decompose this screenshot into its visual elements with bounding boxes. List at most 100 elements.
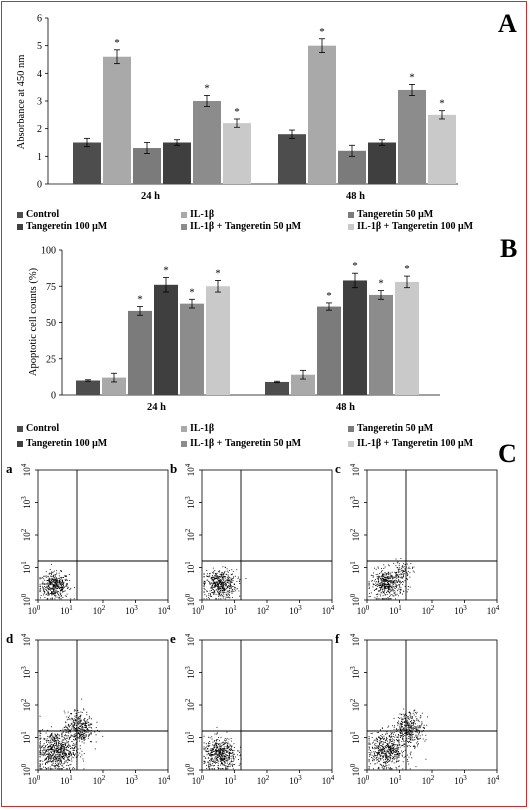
event-point — [220, 575, 222, 577]
event-point — [47, 584, 49, 586]
event-point — [217, 756, 219, 758]
event-point — [57, 591, 59, 593]
event-point — [219, 591, 220, 593]
event-point — [390, 572, 392, 574]
event-point — [59, 747, 61, 749]
event-point — [399, 569, 401, 570]
event-point — [221, 577, 223, 579]
event-point — [229, 580, 231, 582]
event-point — [39, 755, 41, 757]
event-point — [395, 584, 397, 586]
event-point — [371, 575, 373, 577]
event-point — [47, 594, 49, 596]
event-point — [90, 741, 92, 743]
event-point — [95, 741, 97, 743]
event-point — [417, 725, 419, 727]
event-point — [221, 594, 223, 596]
event-point — [393, 758, 395, 760]
event-point — [409, 734, 411, 736]
legend-label: IL-1β + Tangeretin 50 μM — [190, 438, 302, 449]
x-tick-label: 102 — [257, 774, 270, 786]
event-point — [60, 583, 62, 585]
event-point — [69, 760, 71, 762]
y-tick-label: 0 — [37, 180, 42, 191]
event-point — [51, 749, 53, 751]
event-point — [383, 748, 385, 750]
event-point — [219, 576, 221, 578]
event-point — [53, 758, 55, 760]
event-point — [229, 749, 231, 751]
event-point — [54, 739, 56, 741]
event-point — [74, 739, 76, 741]
event-point — [404, 720, 406, 722]
event-point — [94, 748, 96, 750]
event-point — [375, 742, 377, 744]
event-point — [230, 748, 232, 750]
event-point — [385, 580, 387, 582]
event-point — [216, 575, 218, 577]
event-point — [79, 725, 81, 727]
event-point — [212, 575, 214, 577]
event-point — [394, 576, 396, 578]
event-point — [56, 764, 58, 766]
event-point — [212, 577, 214, 578]
event-point — [229, 763, 231, 765]
event-point — [381, 737, 383, 739]
event-point — [83, 733, 85, 734]
event-point — [398, 741, 400, 743]
event-point — [396, 747, 398, 749]
event-point — [396, 750, 398, 752]
y-tick-label: 2 — [37, 124, 42, 135]
event-point — [374, 579, 376, 580]
event-point — [72, 768, 74, 770]
event-point — [388, 578, 390, 580]
event-point — [383, 578, 384, 580]
event-point — [385, 588, 387, 590]
event-point — [207, 753, 209, 755]
event-point — [380, 739, 381, 741]
event-point — [224, 768, 226, 770]
event-point — [71, 723, 73, 725]
event-point — [70, 755, 72, 757]
event-point — [395, 575, 397, 576]
event-point — [46, 753, 48, 755]
event-point — [224, 570, 226, 572]
event-point — [218, 758, 220, 760]
event-point — [63, 727, 65, 728]
event-point — [393, 749, 395, 750]
event-point — [398, 572, 400, 573]
event-point — [404, 571, 405, 573]
event-point — [57, 749, 59, 751]
event-point — [223, 576, 225, 578]
event-point — [211, 755, 213, 757]
event-point — [391, 575, 393, 577]
event-point — [62, 756, 63, 758]
event-point — [212, 579, 214, 581]
event-point — [214, 572, 216, 574]
event-point — [209, 737, 211, 739]
event-point — [86, 731, 88, 733]
event-point — [409, 734, 411, 735]
event-point — [408, 732, 409, 734]
x-tick-label: 102 — [93, 774, 106, 786]
event-point — [382, 598, 384, 600]
event-point — [383, 759, 385, 761]
event-point — [216, 751, 218, 753]
event-point — [64, 748, 66, 750]
event-point — [217, 760, 219, 762]
event-point — [390, 590, 392, 592]
event-point — [51, 571, 52, 573]
event-point — [224, 752, 226, 754]
event-point — [402, 768, 404, 770]
event-point — [210, 753, 212, 755]
event-point — [49, 766, 51, 768]
y-tick-label: 101 — [20, 561, 32, 574]
event-point — [65, 749, 67, 751]
event-point — [416, 711, 418, 713]
event-point — [221, 584, 223, 586]
event-point — [403, 714, 405, 716]
event-point — [399, 713, 401, 715]
event-point — [215, 749, 217, 751]
event-point — [392, 586, 394, 588]
event-point — [218, 749, 219, 751]
